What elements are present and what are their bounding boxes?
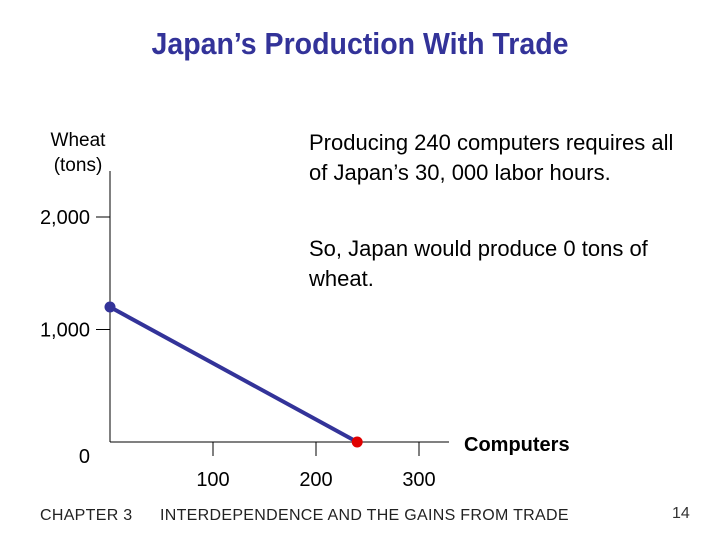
y-tick-label: 2,000 — [40, 207, 90, 229]
y-tick-label: 1,000 — [40, 320, 90, 342]
data-point — [104, 301, 116, 313]
page-title: Japan’s Production With Trade — [151, 26, 569, 61]
annotation-text-1: Producing 240 computers requires all of … — [309, 130, 674, 185]
data-point — [351, 436, 363, 448]
chapter-label: CHAPTER 3 — [40, 507, 133, 524]
x-tick-label: 200 — [299, 469, 332, 491]
y-axis-label: Wheat (tons) — [50, 130, 106, 176]
x-tick-label: 300 — [402, 469, 435, 491]
chapter-title: INTERDEPENDENCE AND THE GAINS FROM TRADE — [160, 507, 569, 524]
x-axis-label: Computers — [464, 434, 570, 456]
annotation-text-2: So, Japan would produce 0 tons of wheat. — [309, 236, 648, 291]
production-line — [109, 305, 359, 444]
y-tick-label: 0 — [79, 446, 90, 468]
x-tick-label: 100 — [196, 469, 229, 491]
page-number: 14 — [672, 505, 690, 522]
